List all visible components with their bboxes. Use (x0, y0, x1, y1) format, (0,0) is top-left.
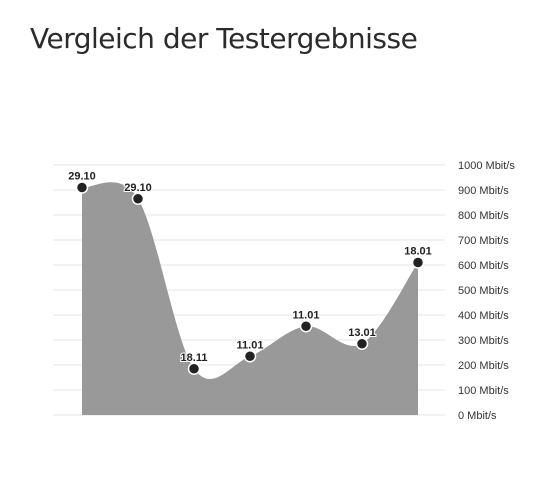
y-tick-label: 600 Mbit/s (458, 260, 509, 272)
data-point (299, 320, 313, 333)
data-point (75, 181, 89, 194)
data-label: 18.01 (404, 246, 432, 258)
y-tick-label: 500 Mbit/s (458, 285, 509, 297)
y-tick-label: 1000 Mbit/s (458, 160, 515, 172)
data-point (355, 337, 369, 350)
data-points (75, 181, 425, 375)
data-label: 11.01 (237, 339, 264, 351)
y-tick-label: 800 Mbit/s (458, 210, 509, 222)
data-point (131, 192, 145, 205)
area-series (82, 182, 418, 415)
data-label: 29.10 (124, 182, 152, 194)
y-tick-label: 0 Mbit/s (458, 410, 497, 422)
y-tick-label: 900 Mbit/s (458, 185, 509, 197)
data-point (187, 362, 201, 375)
y-tick-label: 300 Mbit/s (458, 335, 509, 347)
data-point (243, 350, 257, 363)
data-label: 11.01 (293, 309, 320, 321)
y-axis-ticks: 0 Mbit/s 100 Mbit/s 200 Mbit/s 300 Mbit/s 40… (458, 160, 515, 422)
y-tick-label: 100 Mbit/s (458, 385, 509, 397)
data-label: 29.10 (68, 171, 96, 183)
y-tick-label: 700 Mbit/s (458, 235, 509, 247)
y-tick-label: 200 Mbit/s (458, 360, 509, 372)
data-label: 13.01 (348, 327, 376, 339)
data-label: 18.11 (181, 352, 208, 364)
data-labels: 29.10 29.10 18.11 11.01 11.01 13.01 18.01 (67, 170, 433, 365)
data-point (411, 256, 425, 269)
page-title: Vergleich der Testergebnisse (30, 22, 418, 55)
y-tick-label: 400 Mbit/s (458, 310, 509, 322)
